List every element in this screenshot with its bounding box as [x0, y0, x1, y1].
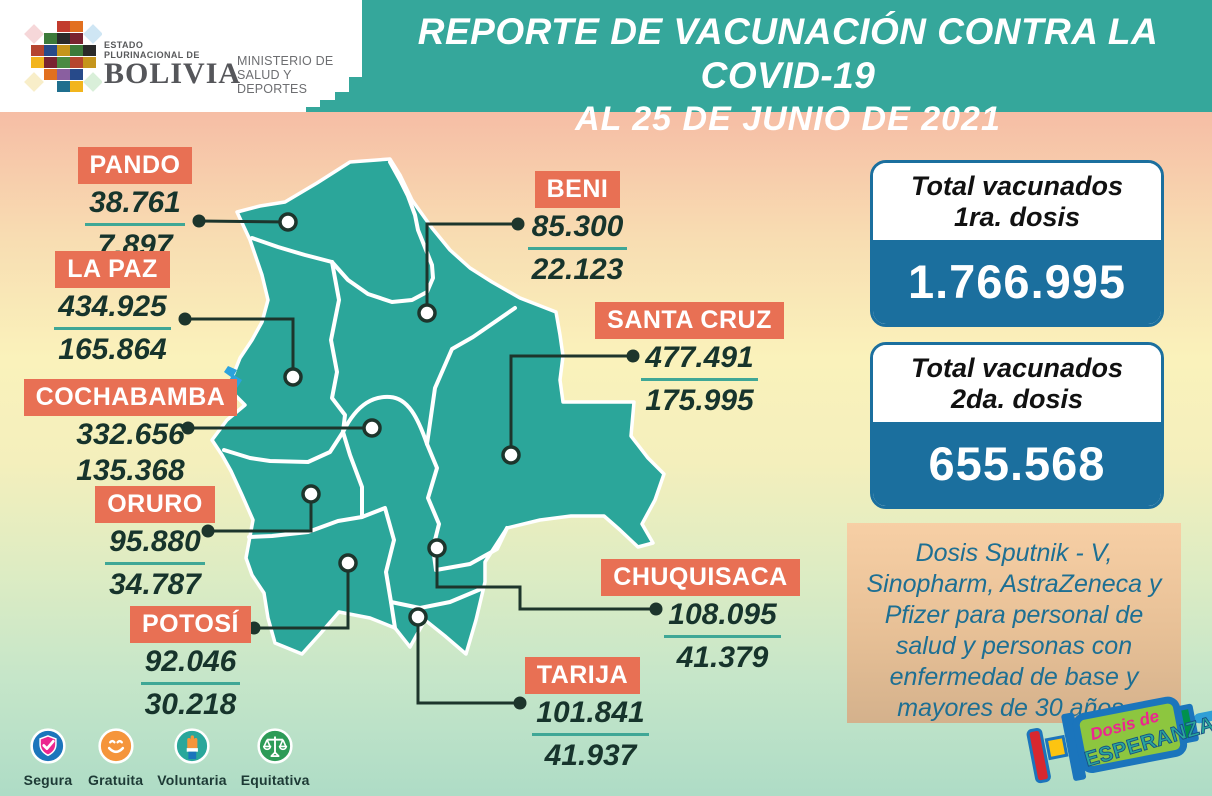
department-lapaz: LA PAZ 434.925 165.864	[30, 251, 195, 366]
dose1-value: 85.300	[500, 211, 655, 250]
info-line: salud y personas con	[895, 632, 1133, 660]
principle-equitativa: Equitativa	[241, 727, 310, 788]
vaccine-info-box: Dosis Sputnik - V, Sinopharm, AstraZenec…	[847, 523, 1181, 723]
ministry-name: MINISTERIO DE SALUD Y DEPORTES	[237, 54, 354, 96]
page-title: REPORTE DE VACUNACIÓN CONTRA LA COVID-19…	[372, 10, 1204, 140]
dose1-value: 101.841	[516, 697, 665, 736]
dose1-value: 332.656	[76, 418, 185, 451]
logo-text: ESTADO PLURINACIONAL DE BOLIVIA	[104, 40, 242, 90]
dose1-value: 38.761	[55, 187, 215, 226]
chakana-cross-icon	[24, 21, 103, 92]
bolivia-coat-logo: ESTADO PLURINACIONAL DE BOLIVIA MINISTER…	[24, 12, 354, 104]
principle-label: Segura	[23, 772, 73, 788]
smiley-icon	[98, 728, 134, 764]
dose2-value: 22.123	[531, 253, 624, 286]
total-first-dose-value: 1.766.995	[873, 240, 1161, 324]
info-line: Dosis Sputnik - V,	[915, 539, 1113, 567]
dose2-value: 30.218	[144, 688, 237, 721]
principle-label: Equitativa	[240, 772, 310, 788]
dose2-value: 34.787	[109, 568, 201, 601]
total-first-dose-title: Total vacunados 1ra. dosis	[873, 163, 1161, 240]
ministry-line2: SALUD Y DEPORTES	[237, 68, 308, 96]
department-name: LA PAZ	[55, 251, 170, 288]
department-name: BENI	[534, 171, 621, 208]
info-line: Sinopharm, AstraZeneca y	[866, 570, 1162, 598]
department-chuquisaca: CHUQUISACA 108.095 41.379	[598, 559, 803, 674]
department-name: ORURO	[95, 486, 215, 523]
total-title-line1: Total vacunados	[910, 353, 1124, 383]
dose1-value: 477.491	[602, 342, 797, 381]
dose2-value: 41.379	[676, 641, 769, 674]
raised-hand-icon	[174, 728, 210, 764]
dose2-value: 135.368	[76, 454, 185, 487]
total-first-dose-panel: Total vacunados 1ra. dosis 1.766.995	[870, 160, 1164, 327]
department-name: PANDO	[77, 147, 193, 184]
dose1-value: 108.095	[642, 599, 803, 638]
shield-check-icon	[30, 728, 66, 764]
title-line1: REPORTE DE VACUNACIÓN CONTRA LA COVID-19	[417, 11, 1159, 96]
dose2-value: 41.937	[544, 739, 637, 772]
dose2-value: 165.864	[58, 333, 167, 366]
logo-small-text: ESTADO PLURINACIONAL DE	[104, 40, 200, 60]
principle-voluntaria: Voluntaria	[157, 727, 227, 788]
department-oruro: ORURO 95.880 34.787	[75, 486, 235, 601]
department-beni: BENI 85.300 22.123	[500, 171, 655, 286]
principle-segura: Segura	[22, 727, 74, 788]
department-cochabamba: COCHABAMBA 332.656 135.368	[18, 379, 243, 487]
info-line: Pfizer para personal de	[884, 601, 1144, 629]
department-santacruz: SANTA CRUZ 477.491 175.995	[582, 302, 797, 417]
dose1-value: 95.880	[75, 526, 235, 565]
dose1-value: 434.925	[30, 291, 195, 330]
total-second-dose-title: Total vacunados 2da. dosis	[873, 345, 1161, 422]
department-name: TARIJA	[524, 657, 641, 694]
principle-gratuita: Gratuita	[88, 727, 143, 788]
total-title-line2: 2da. dosis	[950, 384, 1084, 414]
title-line2: AL 25 DE JUNIO DE 2021	[575, 100, 1001, 138]
logo-country-name: BOLIVIA	[104, 57, 242, 90]
dose1-value: 92.046	[108, 646, 273, 685]
department-tarija: TARIJA 101.841 41.937	[500, 657, 665, 772]
total-title-line1: Total vacunados	[910, 171, 1124, 201]
principle-label: Voluntaria	[157, 772, 227, 788]
department-name: CHUQUISACA	[601, 559, 800, 596]
info-line: mayores de 30 años.	[897, 694, 1131, 722]
vaccine-principles-row: Segura Gratuita Voluntaria	[22, 727, 310, 788]
department-name: SANTA CRUZ	[595, 302, 784, 339]
total-title-line2: 1ra. dosis	[953, 202, 1081, 232]
department-potosi: POTOSÍ 92.046 30.218	[108, 606, 273, 721]
total-second-dose-panel: Total vacunados 2da. dosis 655.568	[870, 342, 1164, 509]
dose2-value: 175.995	[645, 384, 754, 417]
department-pando: PANDO 38.761 7.897	[55, 147, 215, 262]
info-line: enfermedad de base y	[889, 663, 1139, 691]
ministry-line1: MINISTERIO DE	[237, 54, 334, 68]
department-name: POTOSÍ	[129, 606, 251, 643]
total-second-dose-value: 655.568	[873, 422, 1161, 506]
balance-scale-icon	[257, 728, 293, 764]
principle-label: Gratuita	[88, 772, 144, 788]
department-name: COCHABAMBA	[23, 379, 238, 416]
